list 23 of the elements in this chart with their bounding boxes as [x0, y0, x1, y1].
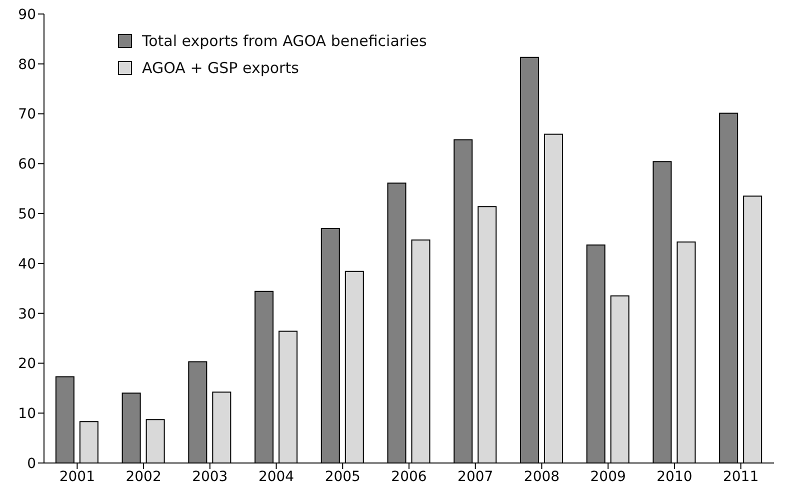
y-tick-label: 80: [18, 56, 36, 73]
y-tick-label: 20: [18, 356, 36, 372]
y-tick-label: 40: [18, 256, 36, 272]
x-tick-label: 2011: [723, 468, 759, 485]
legend-label: Total exports from AGOA beneficiaries: [142, 32, 427, 50]
y-tick-label: 50: [18, 206, 36, 223]
x-tick-label: 2001: [59, 468, 95, 485]
x-tick-label: 2003: [192, 468, 228, 485]
x-tick-label: 2005: [324, 468, 360, 485]
x-tick-label: 2010: [656, 468, 692, 485]
y-tick-label: 90: [18, 6, 36, 23]
x-tick-label: 2002: [126, 468, 162, 485]
x-tick-label: 2006: [391, 468, 427, 485]
legend-label: AGOA + GSP exports: [142, 59, 299, 77]
y-tick-label: 0: [27, 456, 36, 472]
y-tick-label: 30: [18, 306, 36, 322]
x-tick-label: 2007: [458, 468, 494, 485]
x-tick-label: 2004: [258, 468, 294, 485]
y-tick-label: 70: [18, 106, 36, 123]
y-tick-label: 60: [18, 156, 36, 173]
x-tick-label: 2009: [590, 468, 626, 485]
y-tick-label: 10: [18, 406, 36, 422]
x-tick-label: 2008: [524, 468, 560, 485]
